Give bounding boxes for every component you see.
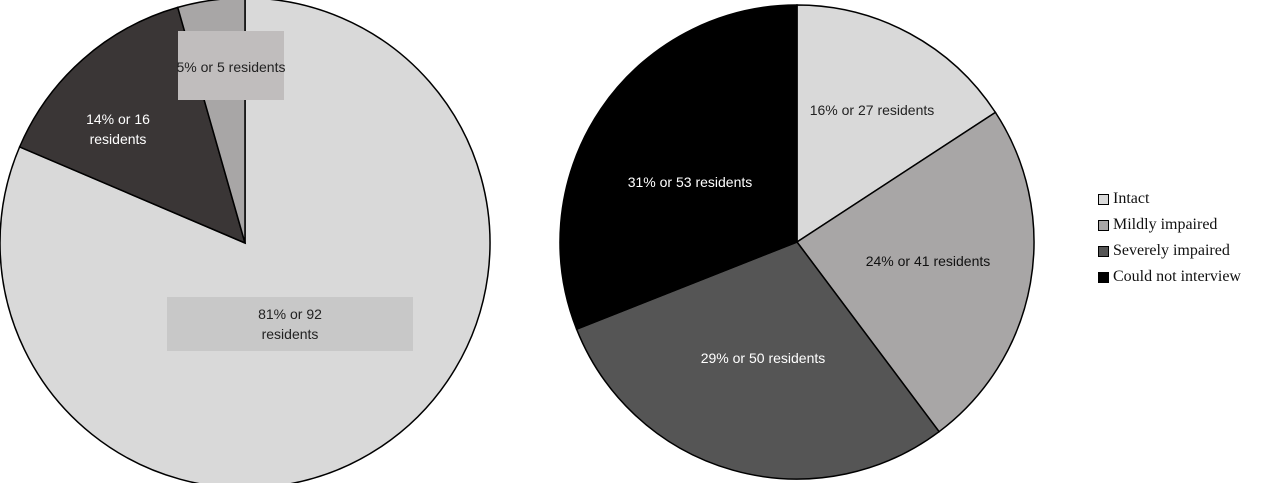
data-label-mildly-impaired: 5% or 5 residents <box>177 59 286 75</box>
legend-swatch-severely-impaired <box>1098 245 1109 257</box>
legend-swatch-could-not-interview <box>1098 271 1109 283</box>
data-label-could-not-interview: 31% or 53 residents <box>628 174 753 190</box>
data-label-intact: 81% or 92 residents <box>258 306 322 342</box>
pie-slice-could-not-interview <box>559 4 798 331</box>
pie-slice-intact <box>796 4 997 244</box>
legend-label-could-not-interview: Could not interview <box>1113 268 1241 285</box>
data-label-mildly-impaired: 24% or 41 residents <box>866 253 991 269</box>
pie-slice-mildly-impaired <box>795 111 1035 433</box>
legend-item-severely-impaired: Severely impaired <box>1098 238 1241 264</box>
legend: Intact Mildly impaired Severely impaired… <box>1098 186 1241 290</box>
pie-slice-severely-impaired <box>575 241 941 480</box>
pie-chart-right: 16% or 27 residents 24% or 41 residents 29… <box>559 4 1035 480</box>
data-label-intact: 16% or 27 residents <box>810 102 935 118</box>
data-label-severely-impaired: 14% or 16 residents <box>86 111 150 147</box>
legend-swatch-intact <box>1098 193 1109 205</box>
pie-chart-left: 81% or 92 residents 14% or 16 residents 5% o… <box>0 0 491 483</box>
legend-item-intact: Intact <box>1098 186 1241 212</box>
data-label-box-intact <box>167 297 413 351</box>
legend-swatch-mildly-impaired <box>1098 219 1109 231</box>
data-label-box-mildly-impaired <box>178 31 284 100</box>
legend-label-mildly-impaired: Mildly impaired <box>1113 216 1218 233</box>
legend-item-could-not-interview: Could not interview <box>1098 264 1241 290</box>
data-label-severely-impaired: 29% or 50 residents <box>701 350 826 366</box>
legend-label-severely-impaired: Severely impaired <box>1113 242 1230 259</box>
legend-item-mildly-impaired: Mildly impaired <box>1098 212 1241 238</box>
legend-label-intact: Intact <box>1113 190 1150 207</box>
